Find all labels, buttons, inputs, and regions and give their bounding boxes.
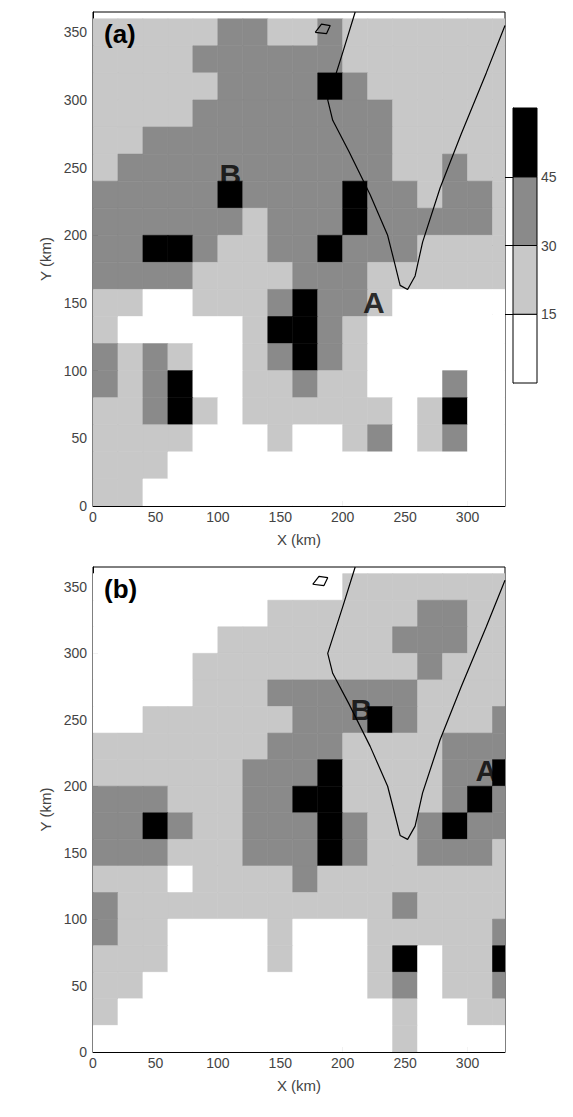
svg-text:150: 150 bbox=[269, 509, 293, 525]
svg-text:200: 200 bbox=[64, 227, 88, 243]
svg-text:50: 50 bbox=[148, 1055, 164, 1071]
svg-text:A: A bbox=[475, 754, 497, 787]
svg-text:(a): (a) bbox=[104, 19, 136, 49]
svg-text:200: 200 bbox=[64, 778, 88, 794]
svg-text:50: 50 bbox=[71, 978, 87, 994]
svg-text:50: 50 bbox=[148, 509, 164, 525]
svg-text:150: 150 bbox=[64, 845, 88, 861]
svg-text:350: 350 bbox=[64, 24, 88, 40]
svg-text:A: A bbox=[363, 286, 385, 319]
svg-text:30: 30 bbox=[541, 238, 557, 254]
svg-text:X (km): X (km) bbox=[277, 531, 321, 548]
svg-text:15: 15 bbox=[541, 306, 557, 322]
svg-text:150: 150 bbox=[269, 1055, 293, 1071]
svg-text:200: 200 bbox=[331, 509, 355, 525]
svg-text:(b): (b) bbox=[104, 574, 137, 604]
svg-text:100: 100 bbox=[206, 1055, 230, 1071]
svg-text:B: B bbox=[219, 158, 241, 191]
svg-text:Y (km): Y (km) bbox=[37, 788, 54, 832]
svg-text:B: B bbox=[351, 693, 373, 726]
svg-text:Y (km): Y (km) bbox=[37, 237, 54, 281]
svg-text:100: 100 bbox=[64, 911, 88, 927]
svg-text:300: 300 bbox=[64, 645, 88, 661]
svg-text:0: 0 bbox=[89, 1055, 97, 1071]
svg-text:300: 300 bbox=[456, 1055, 480, 1071]
svg-text:X (km): X (km) bbox=[277, 1077, 321, 1094]
svg-text:250: 250 bbox=[64, 712, 88, 728]
svg-text:250: 250 bbox=[393, 1055, 417, 1071]
svg-text:350: 350 bbox=[64, 579, 88, 595]
svg-text:150: 150 bbox=[64, 295, 88, 311]
svg-text:0: 0 bbox=[79, 498, 87, 514]
svg-text:100: 100 bbox=[64, 363, 88, 379]
svg-text:0: 0 bbox=[79, 1044, 87, 1060]
svg-text:300: 300 bbox=[64, 92, 88, 108]
svg-text:100: 100 bbox=[206, 509, 230, 525]
svg-text:250: 250 bbox=[393, 509, 417, 525]
svg-text:250: 250 bbox=[64, 160, 88, 176]
svg-text:300: 300 bbox=[456, 509, 480, 525]
svg-text:50: 50 bbox=[71, 430, 87, 446]
svg-text:45: 45 bbox=[541, 169, 557, 185]
svg-text:200: 200 bbox=[331, 1055, 355, 1071]
svg-text:0: 0 bbox=[89, 509, 97, 525]
